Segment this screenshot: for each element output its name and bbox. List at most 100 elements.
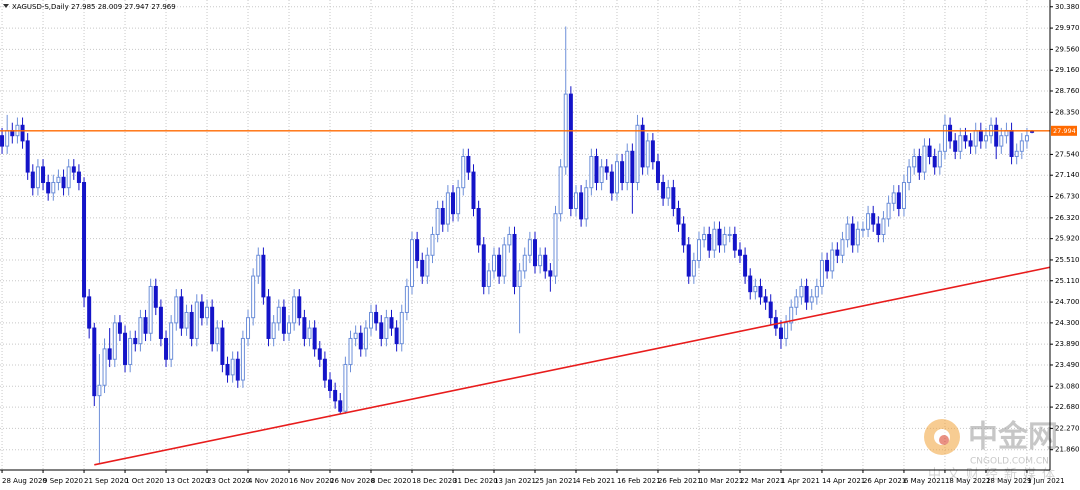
candle-body bbox=[61, 176, 66, 189]
candle-body bbox=[435, 207, 440, 235]
candle-body bbox=[901, 181, 906, 209]
candle-body bbox=[430, 233, 435, 256]
candle-body bbox=[584, 187, 589, 220]
candle-body bbox=[404, 285, 409, 313]
candle-body bbox=[112, 322, 117, 360]
y-tick-label: 22.680 bbox=[1055, 403, 1080, 411]
candle-body bbox=[835, 249, 840, 256]
candle-body bbox=[886, 202, 891, 220]
y-tick-label: 28.350 bbox=[1055, 108, 1080, 116]
candle-body bbox=[266, 296, 271, 339]
candle-body bbox=[604, 166, 609, 173]
candle-body bbox=[461, 155, 466, 189]
candle-body bbox=[281, 306, 286, 334]
candle-body bbox=[896, 192, 901, 209]
candle-body bbox=[696, 239, 701, 261]
candle-body bbox=[840, 239, 845, 256]
candle-body bbox=[973, 129, 978, 147]
candle-body bbox=[107, 348, 112, 360]
candle-body bbox=[732, 233, 737, 251]
y-tick-label: 25.510 bbox=[1055, 256, 1080, 264]
candle-body bbox=[46, 181, 51, 194]
candle-body bbox=[891, 192, 896, 204]
candle-body bbox=[425, 254, 430, 277]
candle-body bbox=[394, 327, 399, 345]
grid bbox=[0, 0, 1050, 470]
candle-body bbox=[573, 192, 578, 209]
candle-body bbox=[256, 254, 261, 277]
plot bbox=[0, 26, 1051, 466]
candle-body bbox=[881, 218, 886, 235]
candle-body bbox=[758, 285, 763, 298]
candle-body bbox=[374, 311, 379, 324]
candle-body bbox=[512, 233, 517, 287]
candle-body bbox=[184, 311, 189, 329]
candle-body bbox=[246, 317, 251, 339]
x-tick-label: 16 Feb 2021 bbox=[617, 477, 661, 485]
y-tick-label: 23.080 bbox=[1055, 382, 1080, 390]
candle-body bbox=[645, 140, 650, 168]
y-tick-label: 24.700 bbox=[1055, 298, 1080, 306]
candle-body bbox=[210, 306, 215, 345]
candle-body bbox=[594, 155, 599, 183]
candle-body bbox=[25, 140, 30, 173]
watermark-name: 中金网 bbox=[968, 420, 1058, 455]
candle-body bbox=[599, 166, 604, 183]
x-tick-label: 18 May 2021 bbox=[945, 477, 991, 485]
candle-body bbox=[456, 187, 461, 215]
candle-body bbox=[451, 192, 456, 215]
candle-body bbox=[717, 228, 722, 246]
price-marker-label: 27.994 bbox=[1053, 127, 1076, 135]
candle-body bbox=[850, 223, 855, 246]
candle-body bbox=[819, 259, 824, 287]
candle-body bbox=[476, 207, 481, 246]
candle-body bbox=[82, 181, 87, 298]
candle-body bbox=[778, 327, 783, 339]
candle-body bbox=[753, 285, 758, 293]
candle-body bbox=[179, 296, 184, 329]
candle-body bbox=[932, 155, 937, 168]
candle-body bbox=[589, 155, 594, 189]
x-tick-label: 21 Sep 2020 bbox=[84, 477, 128, 485]
candle-body bbox=[384, 317, 389, 339]
candle-body bbox=[143, 317, 148, 334]
x-tick-label: 14 Apr 2021 bbox=[822, 477, 865, 485]
candle-body bbox=[128, 337, 133, 365]
candle-body bbox=[92, 327, 97, 397]
x-tick-label: 26 Nov 2020 bbox=[330, 477, 375, 485]
candle-body bbox=[676, 207, 681, 225]
x-tick-label: 9 Sep 2020 bbox=[43, 477, 83, 485]
candle-body bbox=[481, 244, 486, 287]
candle-body bbox=[532, 239, 537, 267]
candle-body bbox=[410, 239, 415, 287]
candle-body bbox=[235, 358, 240, 381]
candle-body bbox=[727, 233, 732, 236]
candle-body bbox=[328, 379, 333, 391]
candle-body bbox=[486, 270, 491, 287]
candle-body bbox=[942, 124, 947, 152]
candle-body bbox=[369, 311, 374, 329]
candle-body bbox=[671, 187, 676, 209]
candle-body bbox=[471, 171, 476, 209]
header-high: 28.009 bbox=[98, 3, 123, 11]
candle-body bbox=[35, 166, 40, 189]
header-open: 27.985 bbox=[71, 3, 96, 11]
y-tick-label: 28.760 bbox=[1055, 87, 1080, 95]
candle-body bbox=[240, 337, 245, 381]
candle-body bbox=[317, 348, 322, 360]
x-tick-label: 28 May 2021 bbox=[986, 477, 1032, 485]
candle-body bbox=[358, 332, 363, 350]
candle-body bbox=[927, 145, 932, 157]
candle-body bbox=[102, 348, 107, 386]
y-tick-label: 29.970 bbox=[1055, 24, 1080, 32]
x-tick-label: 22 Mar 2021 bbox=[740, 477, 784, 485]
x-tick-label: 25 Jan 2021 bbox=[535, 477, 577, 485]
candle-body bbox=[650, 140, 655, 163]
candle-body bbox=[199, 301, 204, 319]
candle-body bbox=[737, 249, 742, 256]
watermark-logo-dot bbox=[939, 435, 949, 445]
candle-body bbox=[41, 166, 46, 183]
candle-body bbox=[681, 223, 686, 246]
candle-body bbox=[297, 296, 302, 319]
candle-body bbox=[635, 124, 640, 183]
